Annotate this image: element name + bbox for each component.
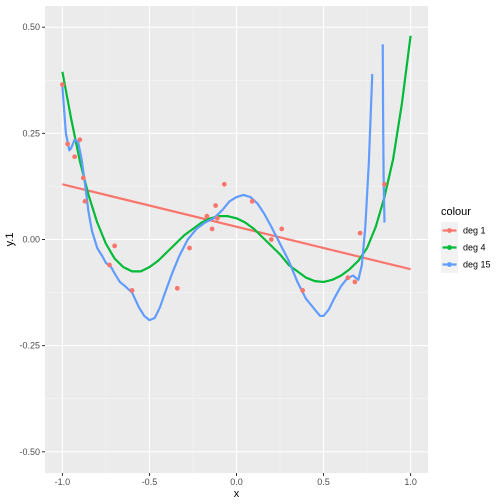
data-point — [221, 181, 227, 187]
x-tick-label: -1.0 — [55, 477, 71, 487]
data-point — [112, 243, 118, 249]
data-point — [300, 288, 306, 293]
legend-key-point — [447, 245, 452, 250]
legend-label: deg 15 — [463, 260, 491, 270]
series-layer — [61, 35, 412, 322]
data-point — [80, 175, 86, 181]
y-tick-label: 0.25 — [22, 128, 40, 138]
legend-entries: deg 1 deg 4 deg 15 — [441, 222, 491, 273]
data-point — [345, 275, 351, 281]
data-point — [209, 226, 215, 232]
data-point — [382, 181, 387, 187]
points-layer — [60, 82, 387, 293]
data-point — [77, 137, 83, 143]
x-tick-label: 1.0 — [404, 477, 417, 487]
data-point — [249, 198, 255, 204]
legend-key-point — [447, 262, 452, 267]
x-axis-title: x — [234, 488, 240, 500]
data-point — [204, 213, 210, 219]
legend: colour deg 1 deg 4 deg 15 — [441, 206, 491, 273]
data-point — [213, 203, 219, 208]
data-point — [72, 154, 77, 160]
data-point — [65, 141, 71, 147]
data-point — [187, 245, 192, 251]
series-line-3 — [381, 44, 386, 223]
data-point — [268, 237, 274, 242]
legend-title: colour — [441, 206, 471, 218]
y-tick-label: 0.50 — [22, 22, 40, 32]
data-point — [107, 262, 112, 268]
data-point — [60, 82, 65, 87]
series-line-2 — [61, 73, 374, 322]
y-tick-label: 0.00 — [22, 235, 40, 245]
series-line-1 — [61, 35, 412, 284]
x-tick-label: 0.5 — [317, 477, 330, 487]
series-line-0 — [62, 183, 411, 271]
data-point — [357, 230, 363, 236]
legend-label: deg 1 — [463, 226, 486, 236]
data-point — [82, 198, 88, 204]
legend-label: deg 4 — [463, 243, 486, 253]
x-axis: -1.0 -0.5 0.0 0.5 1.0 — [55, 473, 417, 487]
data-point — [129, 288, 135, 293]
data-point — [174, 285, 180, 291]
data-point — [214, 215, 220, 221]
y-axis: -0.50 -0.25 0.00 0.25 0.50 — [19, 22, 45, 457]
x-tick-label: 0.0 — [230, 477, 243, 487]
y-tick-label: -0.25 — [19, 341, 40, 351]
x-tick-label: -0.5 — [142, 477, 158, 487]
data-point — [279, 226, 285, 232]
y-axis-title: y.1 — [4, 233, 16, 247]
legend-key-point — [447, 228, 452, 233]
y-tick-label: -0.50 — [19, 447, 40, 457]
data-point — [352, 279, 358, 285]
